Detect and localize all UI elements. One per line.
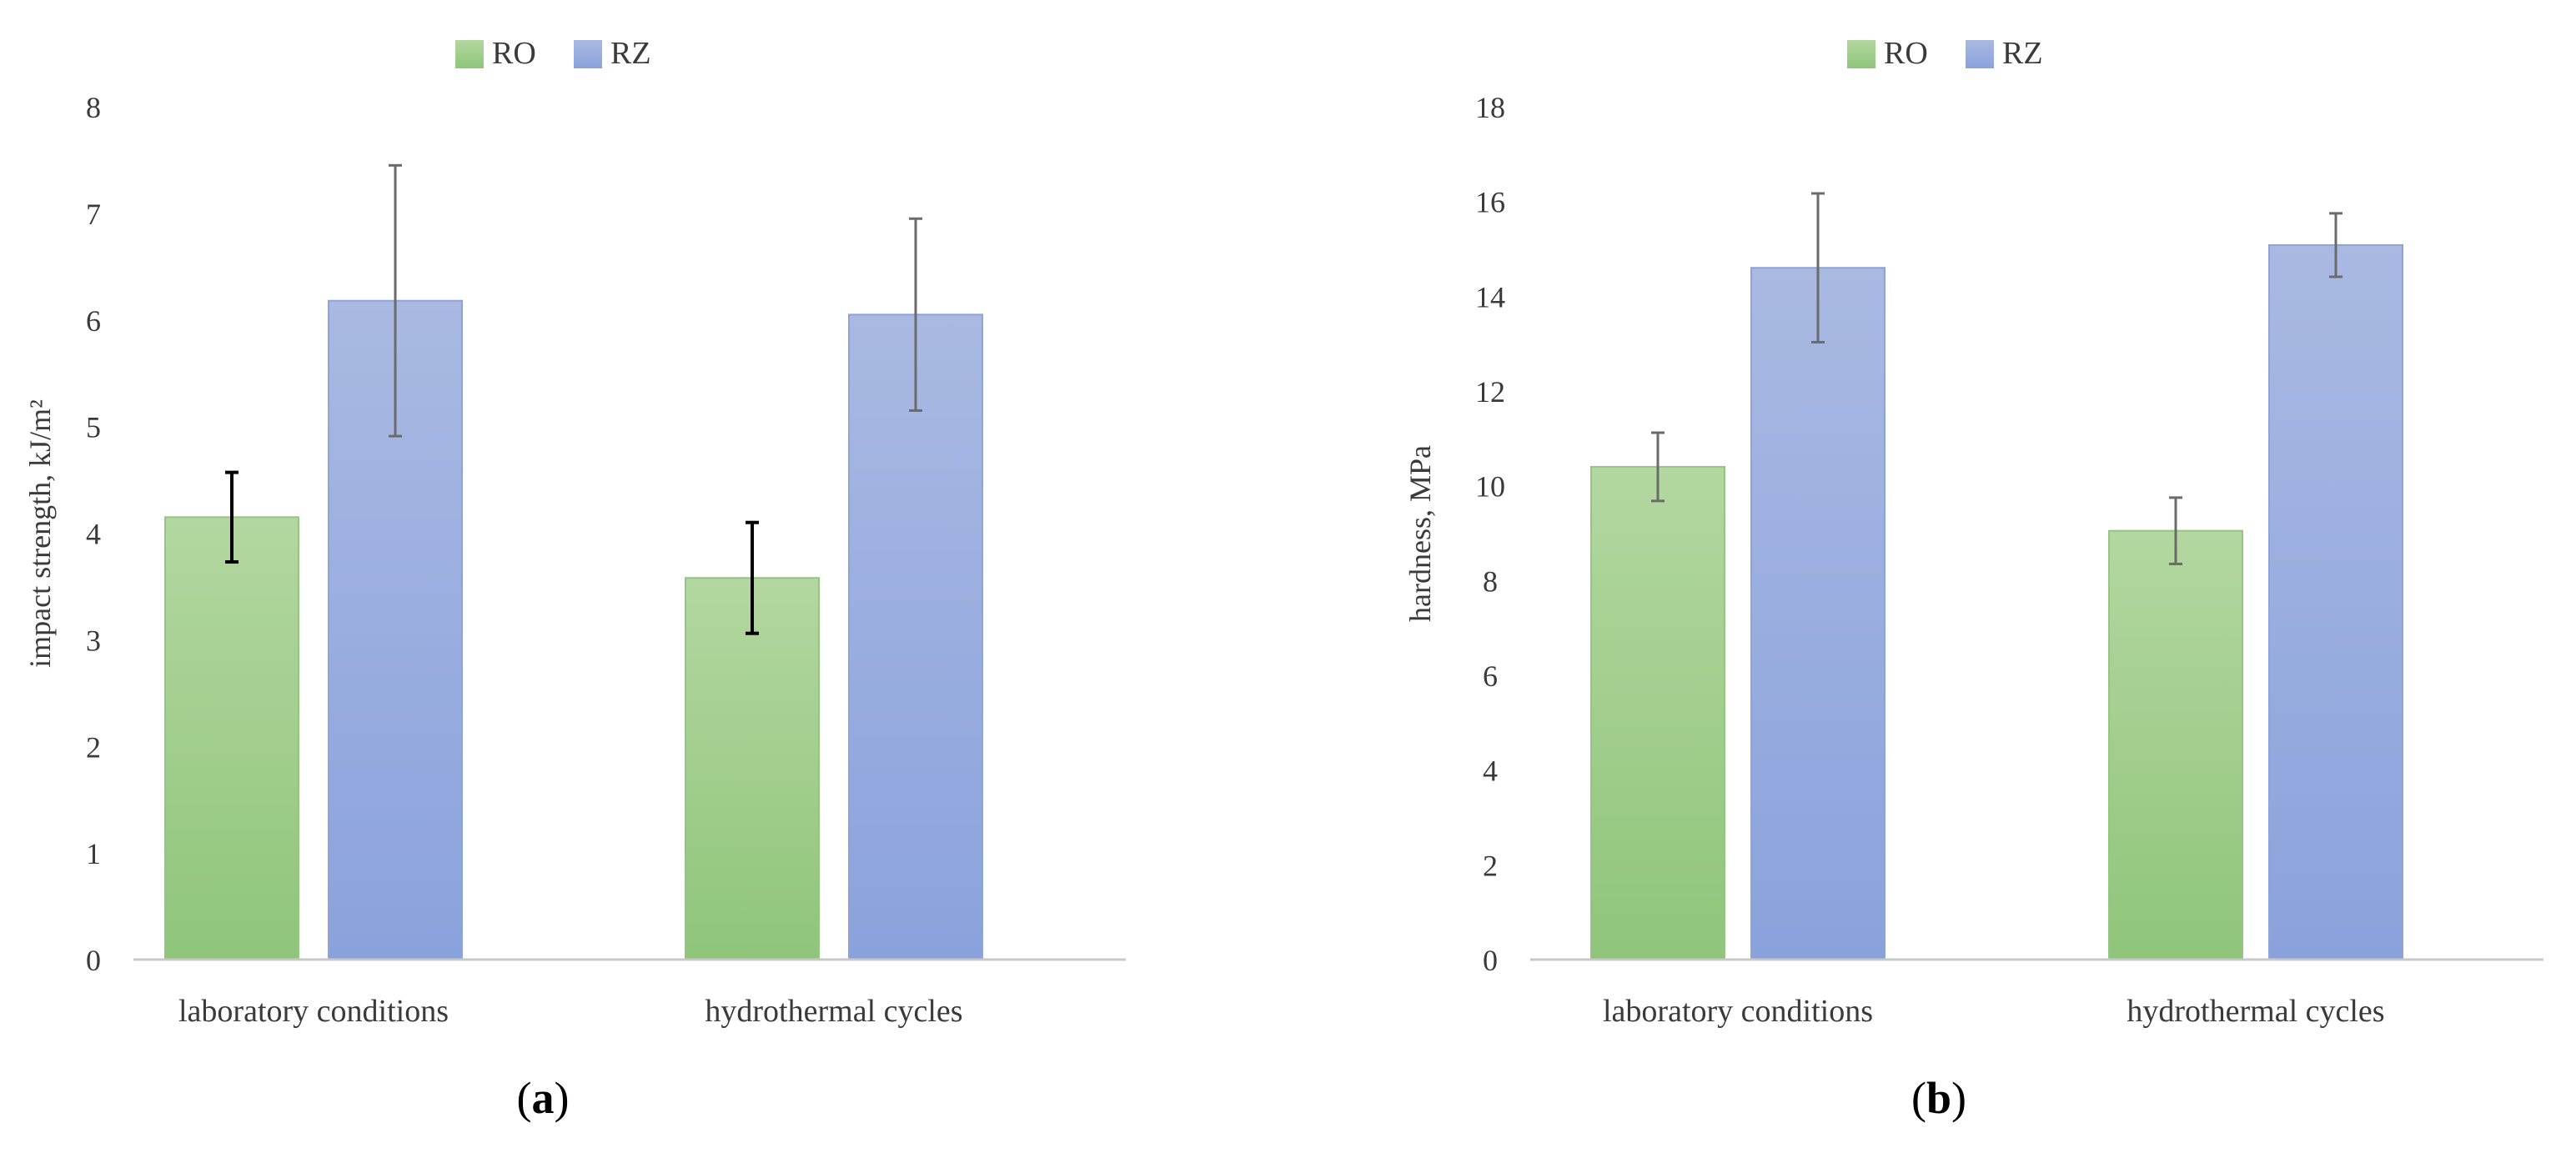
y-tick-label: 2: [1483, 849, 1498, 882]
y-tick-label: 0: [1483, 944, 1498, 977]
y-tick-label: 6: [1483, 659, 1498, 693]
bar-ro-hydrothermal-cycles: [685, 577, 820, 961]
error-bars: [225, 163, 922, 635]
panel-b-hardness-chart: RO RZ hardness, MPa 0 2 4 6 8 10 12 14 16 18 labo…: [1403, 36, 2543, 1123]
y-tick-label: 8: [1483, 564, 1498, 598]
error-bar-ro-hydrothermal-cycles: [2169, 496, 2182, 565]
y-tick-label: 6: [86, 304, 101, 338]
y-tick-label: 14: [1475, 280, 1505, 313]
error-bar-ro-laboratory-conditions: [1651, 431, 1665, 503]
y-axis-label: impact strength, kJ/m²: [23, 399, 57, 668]
y-tick-label: 5: [86, 411, 101, 444]
error-bar-ro-hydrothermal-cycles: [746, 520, 759, 635]
legend: RO RZ: [1847, 36, 2043, 71]
y-tick-label: 4: [1483, 754, 1498, 788]
y-tick-label: 7: [86, 198, 101, 231]
legend-label-ro: RO: [1884, 36, 1928, 71]
legend-label-rz: RZ: [610, 36, 651, 71]
y-tick-label: 18: [1475, 91, 1505, 124]
x-axis-categories: laboratory conditions hydrothermal cycles: [1603, 994, 2385, 1029]
y-tick-label: 3: [86, 624, 101, 657]
legend: RO RZ: [455, 36, 651, 71]
error-bars: [1651, 192, 2343, 565]
x-category-label: laboratory conditions: [178, 994, 449, 1029]
error-bar-ro-laboratory-conditions: [225, 470, 239, 564]
y-tick-label: 12: [1475, 375, 1505, 409]
error-bar-rz-laboratory-conditions: [1811, 192, 1825, 343]
y-axis-ticks: 0 1 2 3 4 5 6 7 8: [86, 91, 101, 977]
panel-label: (a): [517, 1073, 570, 1123]
bar-ro-hydrothermal-cycles: [2108, 529, 2243, 960]
panel-a-impact-strength-chart: RO RZ impact strength, kJ/m² 0 1 2 3 4 5 6 7 8 l…: [23, 36, 1126, 1123]
y-tick-label: 8: [86, 91, 101, 124]
x-axis-categories: laboratory conditions hydrothermal cycles: [178, 994, 963, 1029]
panel-label: (b): [1911, 1073, 1966, 1123]
y-tick-label: 2: [86, 730, 101, 764]
bar-ro-laboratory-conditions: [1590, 465, 1725, 960]
legend-swatch-ro: [1847, 40, 1876, 68]
bars: [164, 299, 983, 961]
y-tick-label: 0: [86, 944, 101, 977]
bars: [1590, 243, 2403, 961]
x-category-label: laboratory conditions: [1603, 994, 1873, 1029]
legend-swatch-rz: [1966, 40, 1994, 68]
legend-swatch-rz: [574, 40, 602, 68]
y-tick-label: 10: [1475, 470, 1505, 504]
y-tick-label: 16: [1475, 186, 1505, 219]
error-bar-rz-laboratory-conditions: [389, 163, 402, 438]
bar-rz-hydrothermal-cycles: [848, 313, 983, 960]
y-axis-label: hardness, MPa: [1403, 445, 1437, 622]
error-bar-rz-hydrothermal-cycles: [909, 217, 922, 412]
bar-rz-hydrothermal-cycles: [2268, 243, 2403, 961]
bar-ro-laboratory-conditions: [164, 516, 299, 960]
x-category-label: hydrothermal cycles: [2127, 994, 2384, 1029]
bar-rz-laboratory-conditions: [1750, 267, 1886, 960]
legend-swatch-ro: [455, 40, 484, 68]
legend-label-rz: RZ: [2002, 36, 2043, 71]
y-axis-ticks: 0 2 4 6 8 10 12 14 16 18: [1475, 91, 1505, 977]
y-tick-label: 4: [86, 518, 101, 551]
legend-label-ro: RO: [492, 36, 536, 71]
x-category-label: hydrothermal cycles: [705, 994, 962, 1029]
error-bar-rz-hydrothermal-cycles: [2329, 212, 2343, 278]
y-tick-label: 1: [86, 837, 101, 870]
